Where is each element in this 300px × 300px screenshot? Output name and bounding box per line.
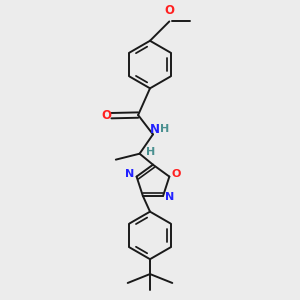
Text: N: N	[125, 169, 135, 178]
Text: O: O	[171, 169, 181, 178]
Text: H: H	[146, 147, 155, 157]
Text: N: N	[150, 123, 160, 136]
Text: N: N	[165, 192, 174, 203]
Text: O: O	[164, 4, 174, 17]
Text: H: H	[160, 124, 170, 134]
Text: O: O	[101, 109, 111, 122]
